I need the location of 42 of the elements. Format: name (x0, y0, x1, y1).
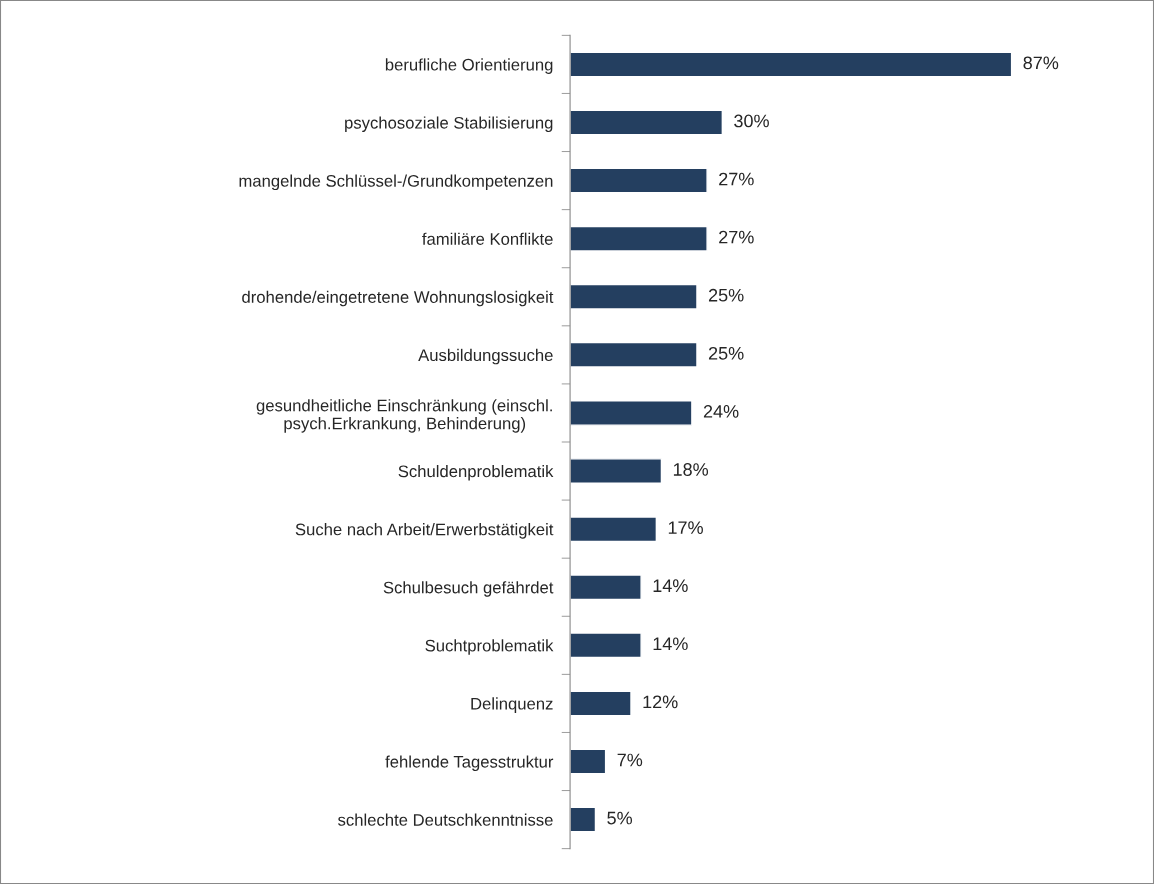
data-label: 24% (703, 405, 739, 418)
data-label: 17% (668, 521, 703, 534)
data-label: 18% (673, 463, 709, 476)
bar (570, 51, 1013, 78)
bar (570, 109, 724, 136)
data-label: 14% (653, 637, 688, 651)
y-tick-label: Ausbildungssuche (418, 348, 553, 365)
bar (570, 806, 597, 833)
bar (570, 748, 607, 775)
bar (570, 283, 698, 310)
y-tick-label: drohende/eingetretene Wohnungslosigkeit (242, 290, 554, 307)
bar (570, 400, 693, 426)
y-tick-label: Schulbesuch gefährdet (383, 581, 554, 597)
data-label: 14% (653, 579, 688, 592)
y-tick-label: Suchtproblematik (425, 639, 554, 655)
y-tick-label: fehlende Tagesstruktur (385, 755, 554, 771)
bar (570, 167, 708, 194)
data-label: 25% (708, 288, 744, 302)
data-label: 5% (607, 811, 633, 825)
data-label: 27% (719, 172, 754, 186)
y-tick-label: schlechte Deutschkenntnisse (338, 813, 553, 826)
y-tick-label: familiäre Konflikte (422, 232, 553, 245)
bar (570, 458, 663, 484)
data-label: 7% (617, 753, 643, 767)
y-tick-label: gesundheitliche Einschränkung (einschl. psych.Erkrankung, Behinderung) (256, 399, 552, 433)
data-label: 12% (643, 695, 678, 709)
y-tick-label: psychosoziale Stabilisierung (345, 116, 553, 132)
bar (570, 516, 658, 543)
bar (570, 225, 708, 252)
bar (570, 341, 698, 368)
y-tick-label: mangelnde Schlüssel-/Grundkompetenzen (239, 174, 553, 191)
data-label: 25% (708, 346, 744, 360)
data-label: 87% (1023, 56, 1059, 70)
bar (570, 632, 642, 659)
bar (570, 690, 632, 717)
data-label: 27% (719, 230, 754, 244)
data-label: 30% (734, 114, 769, 128)
y-tick-label: berufliche Orientierung (385, 58, 553, 74)
y-tick-label: Schuldenproblematik (398, 465, 554, 481)
bar (570, 574, 642, 601)
y-tick-label: Delinquenz (471, 697, 553, 713)
y-tick-label: Suche nach Arbeit/Erwerbstätigkeit (295, 523, 554, 539)
